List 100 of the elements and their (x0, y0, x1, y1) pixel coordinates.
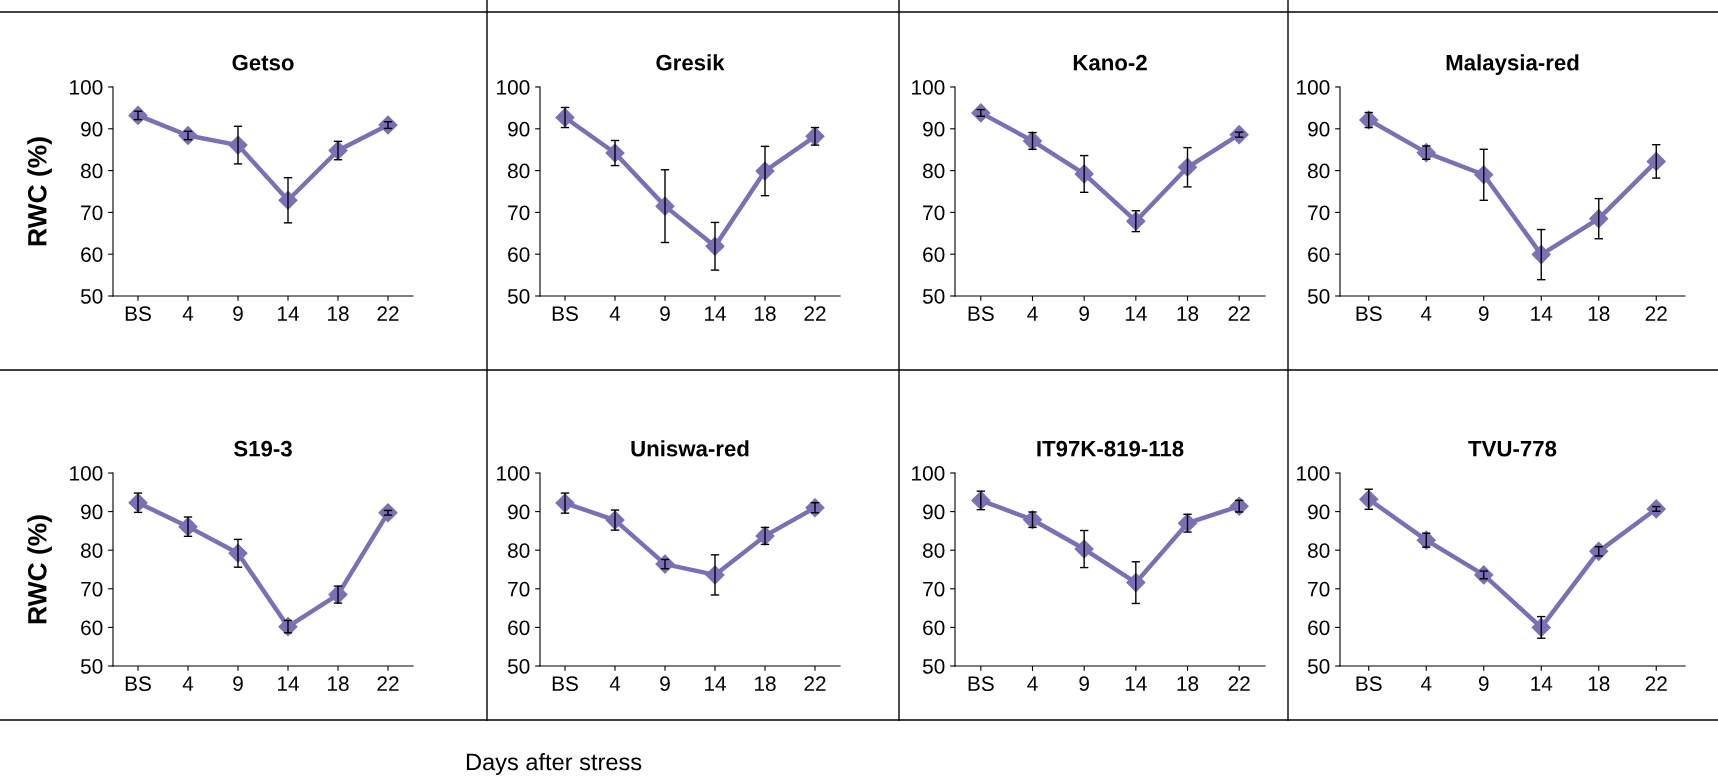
y-tick-label: 90 (1308, 121, 1330, 137)
x-tick-label: BS (1356, 676, 1382, 692)
y-tick-label: 80 (81, 543, 103, 558)
y-tick-label: 90 (81, 504, 103, 520)
y-tick-label: 100 (912, 80, 945, 95)
y-tick-label: 50 (922, 659, 945, 674)
chart-title: TVU-778 (1468, 440, 1557, 457)
x-tick-label: 4 (182, 306, 194, 321)
x-tick-label: BS (1356, 306, 1382, 322)
y-tick-label: 90 (508, 121, 530, 137)
x-tick-label: 14 (1125, 676, 1147, 691)
y-tick-label: 50 (507, 659, 530, 674)
y-tick-label: 100 (497, 466, 530, 481)
x-tick-label: 22 (804, 306, 826, 321)
y-tick-label: 70 (508, 581, 530, 597)
y-tick-label: 70 (923, 205, 945, 221)
x-tick-label: 4 (609, 306, 621, 321)
x-tick-label: 22 (1228, 676, 1250, 691)
y-tick-label: 50 (80, 289, 103, 304)
y-tick-label: 90 (508, 504, 530, 520)
y-tick-label: 60 (81, 247, 103, 262)
x-tick-label: 18 (1177, 676, 1199, 692)
y-tick-label: 60 (1308, 247, 1330, 262)
x-tick-label: 14 (1125, 306, 1147, 321)
y-tick-label: 100 (1297, 80, 1330, 95)
y-tick-label: 50 (1307, 289, 1330, 304)
y-tick-label: 70 (81, 205, 103, 221)
y-tick-label: 100 (912, 466, 945, 481)
y-tick-label: 100 (70, 80, 103, 95)
x-tick-label: BS (125, 676, 151, 692)
x-tick-label: BS (968, 306, 994, 322)
x-tick-label: BS (552, 306, 578, 322)
y-tick-label: 50 (80, 659, 103, 674)
x-tick-label: 18 (755, 306, 776, 322)
y-tick-label: 60 (508, 620, 530, 636)
chart-title: Kano-2 (1073, 54, 1147, 71)
y-tick-label: 90 (923, 121, 945, 137)
y-tick-label: 50 (507, 289, 530, 304)
y-tick-label: 80 (923, 163, 945, 179)
x-tick-label: 22 (377, 306, 399, 321)
y-tick-label: 60 (923, 620, 945, 636)
y-tick-label: 90 (1308, 504, 1330, 520)
point (1531, 617, 1551, 637)
x-tick-label: 14 (705, 306, 726, 321)
x-tick-label: 18 (1177, 306, 1199, 322)
x-tick-label: 4 (609, 676, 621, 691)
y-tick-label: 60 (508, 247, 530, 262)
x-tick-label: 22 (1645, 306, 1667, 321)
y-tick-label: 100 (497, 80, 530, 95)
y-tick-label: 90 (923, 504, 945, 520)
x-tick-label: 4 (1027, 306, 1038, 321)
x-tick-label: 4 (182, 676, 194, 691)
x-tick-label: 14 (705, 676, 726, 691)
y-tick-label: 80 (923, 543, 945, 558)
x-tick-label: 9 (660, 306, 670, 322)
y-axis-title: RWC (%) (27, 137, 52, 246)
x-tick-label: 9 (233, 306, 243, 322)
y-tick-label: 90 (81, 121, 103, 137)
x-tick-label: 9 (660, 676, 670, 692)
chart-title: Getso (232, 54, 294, 71)
y-tick-label: 70 (923, 581, 945, 597)
chart-title: Malaysia-red (1446, 54, 1579, 75)
y-tick-label: 70 (1308, 581, 1330, 597)
x-tick-label: 14 (278, 676, 299, 691)
y-tick-label: 60 (923, 247, 945, 262)
x-tick-label: 22 (377, 676, 399, 691)
point (1531, 245, 1551, 265)
y-tick-label: 70 (1308, 205, 1330, 221)
x-tick-label: 9 (1478, 306, 1489, 322)
x-tick-label: 14 (1531, 676, 1553, 691)
y-tick-label: 80 (508, 543, 530, 558)
y-tick-label: 80 (81, 163, 103, 179)
chart-title: S19-3 (233, 440, 292, 457)
text: Days after stress (466, 753, 642, 775)
x-tick-label: 18 (1588, 306, 1610, 322)
x-tick-label: 18 (328, 676, 349, 692)
x-tick-label: BS (552, 676, 578, 692)
y-axis-title: RWC (%) (27, 515, 52, 624)
x-tick-label: 18 (328, 306, 349, 322)
x-tick-label: 9 (233, 676, 243, 692)
x-tick-label: 9 (1478, 676, 1489, 692)
y-tick-label: 60 (1308, 620, 1330, 636)
x-tick-label: 9 (1079, 676, 1089, 692)
x-tick-label: 22 (804, 676, 826, 691)
x-tick-label: BS (125, 306, 151, 322)
x-tick-label: 9 (1079, 306, 1089, 322)
y-tick-label: 100 (70, 466, 103, 481)
chart-title: IT97K-819-118 (1037, 440, 1184, 457)
chart-title: Gresik (656, 54, 725, 71)
x-tick-label: 14 (278, 306, 299, 321)
x-tick-label: 14 (1531, 306, 1553, 321)
x-tick-label: 4 (1420, 676, 1432, 691)
y-tick-label: 70 (508, 205, 530, 221)
x-tick-label: 22 (1645, 676, 1667, 691)
x-tick-label: 18 (1588, 676, 1610, 692)
y-tick-label: 50 (1307, 659, 1330, 674)
x-tick-label: BS (968, 676, 994, 692)
y-tick-label: 80 (1308, 163, 1330, 179)
x-tick-label: 4 (1027, 676, 1038, 691)
y-tick-label: 100 (1297, 466, 1330, 481)
